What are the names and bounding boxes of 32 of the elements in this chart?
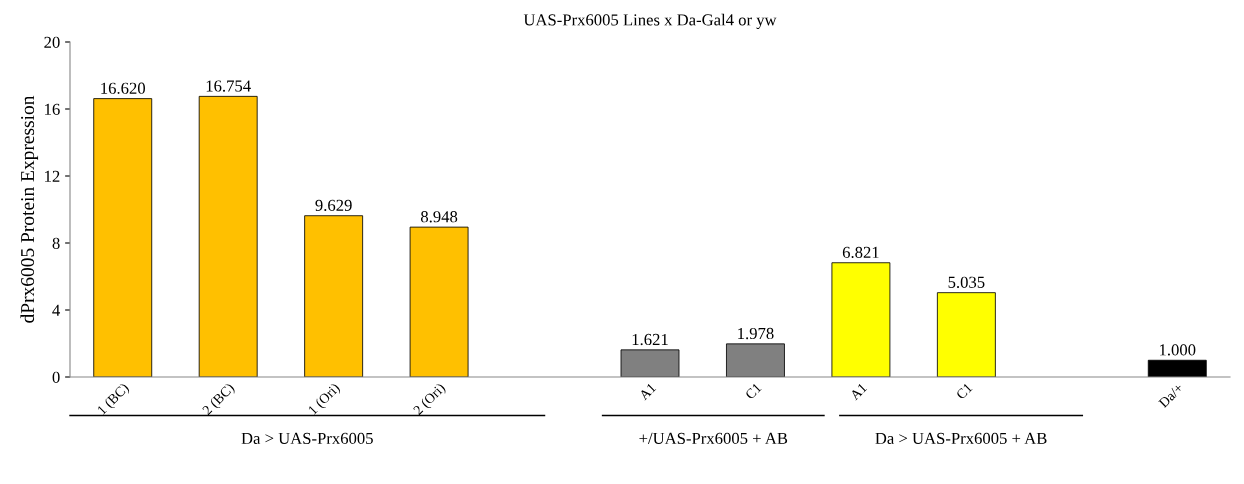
data-label: 16.620 xyxy=(101,82,146,94)
x-tick-label: A1 xyxy=(638,382,657,401)
text: Da > UAS-Prx6005 + AB xyxy=(875,432,1047,444)
bar xyxy=(1147,359,1207,377)
bar xyxy=(409,226,469,377)
y-tick-label: 8 xyxy=(52,237,60,249)
y-tick-label: 4 xyxy=(52,304,61,316)
data-label: 16.754 xyxy=(206,80,251,92)
y-tick-label: 20 xyxy=(44,36,60,48)
bar xyxy=(93,98,153,377)
data-label: 1.978 xyxy=(738,327,774,340)
data-label: 1.621 xyxy=(632,333,668,346)
bar xyxy=(936,292,996,377)
x-tick-label: C1 xyxy=(955,382,973,400)
data-label: 1.000 xyxy=(1159,344,1196,356)
text: Da > UAS-Prx6005 xyxy=(241,432,373,444)
y-tick-label: 12 xyxy=(45,170,60,182)
data-label: 5.035 xyxy=(948,276,985,288)
x-tick-label: C1 xyxy=(744,382,762,400)
text: +/UAS-Prx6005 + AB xyxy=(639,432,788,444)
x-tick-label: A1 xyxy=(849,382,868,401)
y-tick-label: 0 xyxy=(52,371,60,383)
y-axis-title: dPrx6005 Protein Expression xyxy=(20,95,39,323)
y-tick-label: 16 xyxy=(45,103,60,115)
bar xyxy=(831,262,891,377)
bar xyxy=(198,95,258,377)
data-label: 6.821 xyxy=(842,246,879,259)
data-label: 8.948 xyxy=(420,211,458,223)
bar xyxy=(304,215,364,377)
data-label: 9.629 xyxy=(315,199,352,212)
chart-title: UAS-Prx6005 Lines x Da-Gal4 or yw xyxy=(523,13,777,29)
x-tick-label: Da/+ xyxy=(1158,382,1184,409)
